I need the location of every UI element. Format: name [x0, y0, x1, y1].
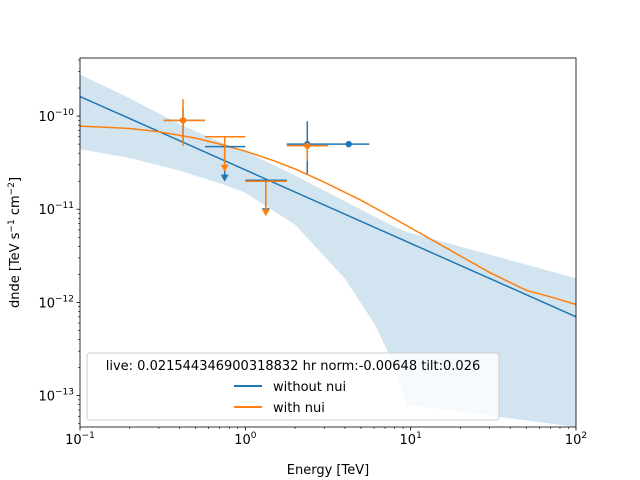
point-marker: [179, 117, 187, 124]
y-tick-label: 10−12: [38, 294, 74, 311]
legend-label-without-nui: without nui: [273, 380, 346, 395]
x-tick-label: 102: [565, 431, 587, 448]
point-marker: [304, 142, 311, 149]
upper-limit-arrow: [220, 164, 229, 172]
x-axis: 10−1 100 101 102: [65, 427, 587, 448]
legend-title: live: 0.021544346900318832 hr norm:-0.00…: [106, 359, 481, 374]
plot-layer: [80, 74, 576, 427]
flux-point-with-nui-0: [163, 99, 205, 146]
y-tick-label: 10−11: [38, 201, 74, 218]
flux-point-with-nui-1: [204, 135, 246, 172]
y-axis-label-mid: cm: [8, 195, 23, 219]
flux-point-with-nui-3: [286, 142, 328, 161]
y-tick-label: 10−10: [38, 108, 74, 125]
legend: live: 0.021544346900318832 hr norm:-0.00…: [86, 352, 500, 421]
flux-point-without-nui-4: [327, 140, 370, 148]
y-axis-label: dnde [TeV s−1 cm−2]: [7, 177, 23, 308]
point-marker: [345, 140, 352, 148]
x-tick-label: 101: [400, 431, 422, 448]
upper-limit-arrow: [261, 209, 270, 217]
x-tick-label: 100: [234, 431, 257, 448]
y-axis: 10−13 10−12 10−11 10−10: [38, 59, 80, 424]
x-axis-label: Energy [TeV]: [287, 463, 369, 478]
y-axis-label-exp1: −1: [7, 219, 17, 232]
y-tick-label: 10−13: [38, 388, 74, 405]
y-axis-label-suffix: ]: [8, 177, 23, 182]
axes-frame: [79, 57, 577, 428]
model-line-without-nui: [80, 95, 576, 318]
legend-label-with-nui: with nui: [273, 401, 325, 416]
confidence-band: [80, 74, 576, 427]
x-tick-label: 10−1: [65, 431, 95, 448]
y-axis-label-exp2: −2: [7, 182, 17, 195]
model-line-with-nui: [80, 125, 576, 306]
legend-box: [86, 352, 500, 421]
y-axis-label-prefix: dnde [TeV s: [8, 232, 23, 308]
flux-point-with-nui-2: [245, 180, 287, 217]
upper-limit-arrow: [220, 174, 229, 182]
